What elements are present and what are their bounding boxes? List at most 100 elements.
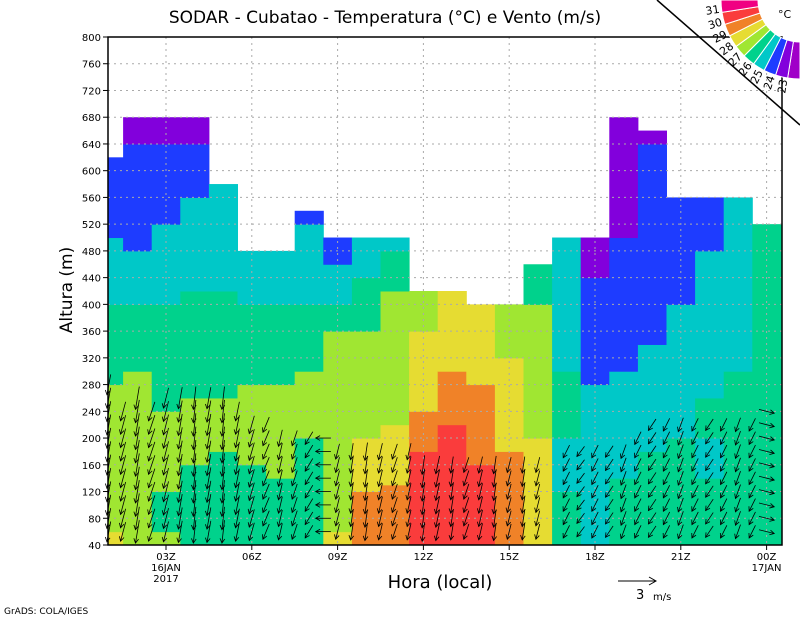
wind-arrow-shaft	[120, 441, 127, 462]
wind-arrow-head	[233, 456, 240, 462]
y-tick-label: 560	[82, 193, 101, 204]
colorbar-segment	[720, 0, 760, 13]
wind-arrow-head	[247, 522, 254, 528]
wind-arrow-shaft	[364, 469, 368, 488]
wind-arrow	[462, 497, 470, 514]
wind-arrow-head	[118, 509, 125, 516]
wind-arrow-shaft	[720, 431, 728, 445]
wind-arrow-head	[662, 492, 668, 499]
wind-arrow-shaft	[521, 456, 526, 474]
wind-arrow-head	[191, 498, 197, 504]
wind-arrow-head	[191, 484, 197, 491]
wind-arrow-shaft	[463, 497, 470, 513]
wind-arrow-head	[576, 464, 582, 471]
wind-arrow	[758, 449, 776, 455]
wind-arrow-head	[147, 429, 153, 435]
wind-arrow-head	[677, 453, 683, 460]
wind-arrow-shaft	[291, 457, 298, 473]
wind-arrow	[118, 415, 127, 435]
wind-arrow-head	[304, 466, 310, 472]
wind-arrow	[520, 483, 526, 501]
x-tick-label: 03Z	[156, 552, 176, 563]
wind-arrow-shaft	[364, 455, 368, 474]
wind-arrow-head	[161, 510, 168, 516]
wind-arrow-head	[734, 493, 740, 500]
wind-arrow-shaft	[662, 485, 671, 499]
wind-arrow-head	[233, 442, 240, 449]
colorbar-label: 30	[707, 16, 724, 33]
wind-arrow-head	[262, 520, 268, 527]
wind-arrow-head	[505, 520, 511, 527]
wind-arrow-head	[205, 510, 211, 517]
wind-arrow	[390, 443, 398, 460]
wind-arrow-shaft	[378, 483, 383, 500]
wind-arrow	[133, 453, 140, 478]
wind-arrow-shaft	[192, 506, 197, 530]
wind-arrow	[161, 387, 169, 409]
wind-arrow-shaft	[206, 427, 212, 449]
wind-arrow	[390, 510, 398, 527]
wind-arrow-head	[734, 506, 740, 513]
wind-arrow	[734, 511, 741, 527]
wind-arrow-shaft	[662, 444, 671, 458]
wind-arrow-shaft	[350, 509, 354, 527]
wind-arrow-shaft	[350, 523, 354, 540]
wind-arrow	[376, 469, 383, 488]
x-tick-year: 2017	[153, 574, 178, 585]
wind-arrow-head	[605, 505, 611, 512]
wind-arrow	[276, 469, 283, 488]
wind-arrow-shaft	[163, 454, 169, 476]
wind-arrow	[748, 511, 756, 526]
wind-arrow	[233, 441, 240, 462]
wind-arrow	[118, 441, 127, 462]
wind-arrow	[118, 481, 127, 502]
wind-arrow-head	[476, 481, 483, 488]
temperature-cell	[695, 478, 725, 546]
wind-arrow-head	[705, 532, 711, 539]
wind-arrow-head	[677, 440, 683, 446]
wind-arrow	[534, 523, 541, 541]
wind-arrow-shaft	[135, 453, 140, 477]
wind-arrow-shaft	[576, 472, 585, 484]
wind-arrow	[505, 497, 512, 514]
wind-arrow-shaft	[192, 520, 197, 544]
y-tick-label: 440	[82, 274, 101, 285]
wind-arrow	[290, 510, 298, 527]
wind-arrow-head	[376, 521, 383, 528]
wind-arrow	[705, 458, 714, 472]
wind-arrow-shaft	[335, 510, 340, 526]
wind-arrow-shaft	[648, 525, 657, 538]
wind-arrow	[247, 442, 255, 462]
wind-arrow	[520, 509, 526, 528]
wind-arrow-head	[376, 468, 383, 474]
wind-arrow	[176, 494, 183, 517]
wind-arrow	[634, 431, 642, 446]
wind-arrow-head	[619, 506, 626, 513]
wind-arrow-head	[219, 417, 226, 424]
wind-arrow-head	[133, 431, 139, 437]
temperature-cell	[108, 384, 124, 533]
wind-arrow-shaft	[634, 431, 642, 445]
wind-arrow-head	[505, 480, 511, 487]
wind-arrow	[118, 428, 127, 449]
wind-arrow-head	[619, 480, 626, 486]
colorbar-divider	[656, 0, 800, 126]
wind-arrow-shaft	[478, 523, 483, 540]
wind-arrow-head	[118, 429, 125, 435]
wind-arrow-shaft	[521, 483, 526, 500]
wind-arrow	[205, 507, 212, 530]
wind-arrow-shaft	[378, 496, 383, 514]
wind-arrow-shaft	[335, 483, 340, 500]
wind-arrow-shaft	[705, 458, 714, 471]
wind-arrow-shaft	[677, 430, 684, 446]
wind-arrow-head	[647, 505, 654, 512]
wind-arrow-shaft	[521, 496, 526, 514]
y-tick-label: 360	[82, 327, 101, 338]
wind-arrow-shaft	[135, 386, 140, 410]
wind-arrow-shaft	[662, 498, 671, 512]
wind-arrow	[734, 484, 741, 500]
wind-arrow-shaft	[450, 469, 454, 487]
wind-arrow	[390, 457, 398, 474]
wind-arrow-head	[619, 493, 626, 500]
